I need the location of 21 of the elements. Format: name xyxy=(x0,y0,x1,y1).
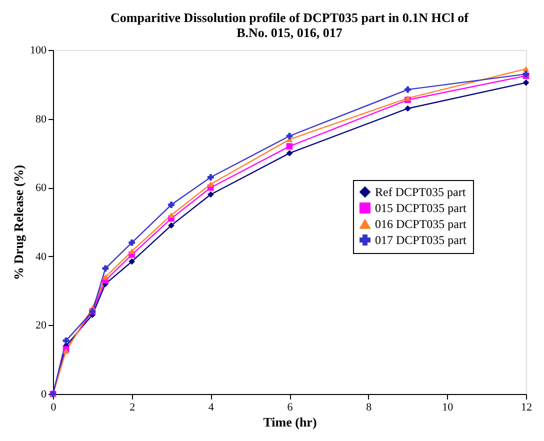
x-axis-title: Time (hr) xyxy=(263,414,317,430)
y-tick-label: 0 xyxy=(41,388,47,400)
x-tick-label: 0 xyxy=(50,402,57,414)
y-tick-label: 40 xyxy=(36,250,47,263)
y-tick-label: 100 xyxy=(30,44,47,56)
y-tick-label: 80 xyxy=(36,113,47,126)
text: Comparitive Dissolution profile of DCPT035 part in 0.1N HCl of xyxy=(110,10,468,25)
x-tick-label: 10 xyxy=(442,402,454,414)
x-tick-label: 8 xyxy=(366,402,372,414)
legend-label: Ref DCPT035 part xyxy=(375,185,466,199)
legend-label: 015 DCPT035 part xyxy=(375,201,467,215)
text: B.No. 015, 016, 017 xyxy=(236,25,342,40)
x-tick-label: 4 xyxy=(208,402,214,414)
y-tick-label: 60 xyxy=(36,182,47,194)
x-tick-label: 12 xyxy=(521,402,532,414)
legend-label: 017 DCPT035 part xyxy=(375,233,467,247)
x-tick-label: 6 xyxy=(287,402,294,414)
y-tick-label: 20 xyxy=(36,320,47,332)
x-tick-label: 2 xyxy=(130,402,136,414)
y-axis-title: % Drug Release (%) xyxy=(11,164,26,280)
legend-label: 016 DCPT035 part xyxy=(375,217,467,231)
